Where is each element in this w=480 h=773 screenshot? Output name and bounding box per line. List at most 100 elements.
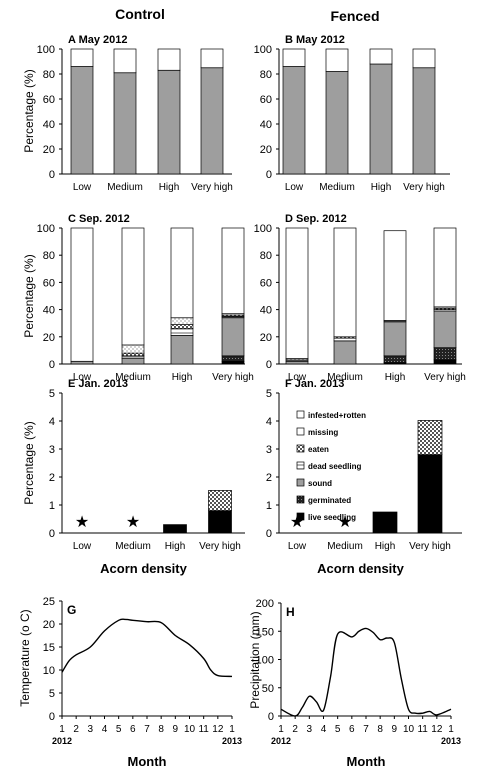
bar-segment-sound xyxy=(412,67,436,175)
y-tick-label: 100 xyxy=(37,223,55,235)
bar-segment-live xyxy=(372,511,398,534)
legend-swatch xyxy=(296,512,305,521)
y-tick-label: 60 xyxy=(260,94,272,106)
x-tick-label: Medium xyxy=(115,541,151,552)
chart-d: 0 20 40 60 80 100 D Sep. 2012 Low Medium High Very… xyxy=(254,213,466,383)
bar-segment-infested xyxy=(70,227,94,362)
star-marker: ★ xyxy=(126,514,140,531)
bar-segment-eaten xyxy=(208,490,232,511)
x-tick-label: 5 xyxy=(335,724,341,735)
bar-segment-sound xyxy=(333,340,357,365)
x-tick-label: 12 xyxy=(212,724,224,735)
bar-segment-infested xyxy=(433,227,457,308)
x-tick-label: Very high xyxy=(191,182,233,193)
x-tick-label: 11 xyxy=(417,724,428,735)
star-marker: ★ xyxy=(75,514,89,531)
y-tick-label: 20 xyxy=(43,332,55,344)
bar-segment-infested xyxy=(325,48,349,72)
y-axis-label: Percentage (%) xyxy=(22,69,36,152)
bar-segment-sound xyxy=(282,66,306,175)
bar-segment-dead xyxy=(333,337,357,342)
bar-segment-missing xyxy=(170,317,194,325)
bar-segment-infested xyxy=(383,230,407,321)
x-tick-label: Low xyxy=(285,182,304,193)
x-tick-label: Low xyxy=(73,182,92,193)
x-tick-label: 7 xyxy=(144,724,150,735)
chart-a: 0 20 40 60 80 100 Percentage (%) A May 2012 Low M… xyxy=(22,34,233,193)
y-tick-label: 0 xyxy=(49,711,55,723)
chart-b: 0 20 40 60 80 100 B May 2012 Low Medium High Very … xyxy=(254,34,450,193)
bar-segment-germinated xyxy=(433,347,457,361)
x-tick-label: High xyxy=(385,372,406,383)
x-tick-label: Low xyxy=(288,372,307,383)
y-tick-label: 80 xyxy=(260,250,272,262)
heading-fenced: Fenced xyxy=(330,8,379,24)
series-line xyxy=(280,627,452,717)
bar-segment-infested xyxy=(157,48,181,71)
x-tick-label: 2 xyxy=(292,724,298,735)
x-tick-label: 7 xyxy=(363,724,369,735)
panel-title: B May 2012 xyxy=(285,34,345,46)
y-tick-label: 80 xyxy=(260,69,272,81)
panel-title: F Jan. 2013 xyxy=(285,378,344,390)
x-tick-label: 1 xyxy=(59,724,65,735)
y-tick-label: 100 xyxy=(256,655,274,667)
bar-segment-sound xyxy=(433,310,457,349)
bar-segment-live xyxy=(163,524,187,534)
x-tick-label: High xyxy=(159,182,180,193)
y-tick-label: 2 xyxy=(266,472,272,484)
legend-label: sound xyxy=(308,479,332,488)
x-tick-label: 5 xyxy=(116,724,122,735)
x-tick-label: Medium xyxy=(115,372,151,383)
bar-segment-sound xyxy=(369,63,393,175)
x-tick-label: 6 xyxy=(130,724,136,735)
y-tick-label: 20 xyxy=(43,619,55,631)
legend-label: missing xyxy=(308,428,338,437)
x-tick-label: 1 xyxy=(278,724,284,735)
x-tick-label: High xyxy=(165,541,186,552)
bar-segment-sound xyxy=(113,72,137,175)
bar-segment-sound xyxy=(170,335,194,365)
legend-label: live seedling xyxy=(308,513,356,522)
bar-segment-sound xyxy=(383,321,407,357)
x-axis-label: Acorn density xyxy=(100,561,187,576)
y-tick-label: 25 xyxy=(43,596,55,608)
bar-segment-eaten xyxy=(170,324,194,329)
legend-swatch xyxy=(296,478,305,487)
y-tick-label: 40 xyxy=(43,305,55,317)
y-tick-label: 100 xyxy=(254,44,272,56)
bar-segment-infested xyxy=(113,48,137,74)
x-year-end: 2013 xyxy=(222,736,242,746)
legend-label: germinated xyxy=(308,496,351,505)
y-tick-label: 1 xyxy=(49,500,55,512)
y-tick-label: 4 xyxy=(49,416,55,428)
y-tick-label: 40 xyxy=(260,119,272,131)
x-tick-label: High xyxy=(172,372,193,383)
bar-segment-dead xyxy=(170,328,194,336)
bar-segment-infested xyxy=(412,48,436,69)
x-tick-label: Medium xyxy=(319,182,355,193)
x-tick-label: Low xyxy=(288,541,307,552)
bar-segment-infested xyxy=(170,227,194,319)
x-tick-label: 1 xyxy=(448,724,454,735)
x-tick-label: 3 xyxy=(307,724,313,735)
x-tick-label: Medium xyxy=(327,541,363,552)
x-tick-label: 2 xyxy=(73,724,79,735)
y-tick-label: 80 xyxy=(43,250,55,262)
panel-title: H xyxy=(286,605,295,619)
y-tick-label: 3 xyxy=(266,444,272,456)
bar-segment-infested xyxy=(333,227,357,338)
bar-segment-live xyxy=(417,454,443,534)
y-tick-label: 100 xyxy=(37,44,55,56)
chart-e: 0 1 2 3 4 5 Percentage (%) E Jan. 2013 Low ★ Mediu… xyxy=(22,378,245,576)
bar-segment-sound xyxy=(285,360,309,365)
x-tick-label: Very high xyxy=(212,372,254,383)
y-tick-label: 200 xyxy=(256,598,274,610)
legend-label: dead seedling xyxy=(308,462,361,471)
bar-segment-sound xyxy=(70,66,94,175)
y-tick-label: 0 xyxy=(49,528,55,540)
heading-control: Control xyxy=(115,6,165,22)
bar-segment-live xyxy=(221,360,245,365)
